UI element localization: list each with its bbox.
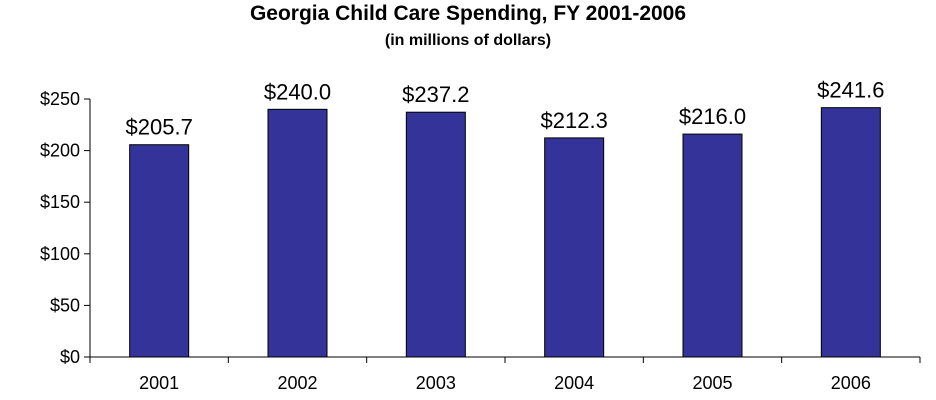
data-label: $241.6 — [817, 78, 884, 103]
bar — [267, 108, 328, 358]
chart-title: Georgia Child Care Spending, FY 2001-200… — [249, 2, 687, 25]
data-label: $212.3 — [541, 108, 608, 133]
x-tick-label: 2004 — [554, 373, 594, 393]
bar — [405, 111, 466, 358]
x-tick-label: 2001 — [139, 373, 179, 393]
data-label: $237.2 — [402, 82, 469, 107]
x-tick-label: 2003 — [416, 373, 456, 393]
y-tick-label: $150 — [40, 192, 80, 212]
data-label: $240.0 — [264, 79, 331, 104]
y-tick-label: $100 — [40, 244, 80, 264]
data-label: $205.7 — [126, 115, 193, 140]
bar — [129, 144, 190, 358]
y-tick-label: $50 — [50, 295, 80, 315]
x-tick-label: 2005 — [692, 373, 732, 393]
x-tick-label: 2006 — [831, 373, 871, 393]
data-label: $216.0 — [679, 104, 746, 129]
bar — [544, 137, 605, 358]
bar — [682, 133, 743, 358]
x-tick-label: 2002 — [277, 373, 317, 393]
y-tick-label: $0 — [60, 347, 80, 367]
bar — [820, 107, 881, 358]
chart-subtitle: (in millions of dollars) — [384, 32, 552, 49]
y-tick-label: $200 — [40, 141, 80, 161]
y-tick-label: $250 — [40, 89, 80, 109]
